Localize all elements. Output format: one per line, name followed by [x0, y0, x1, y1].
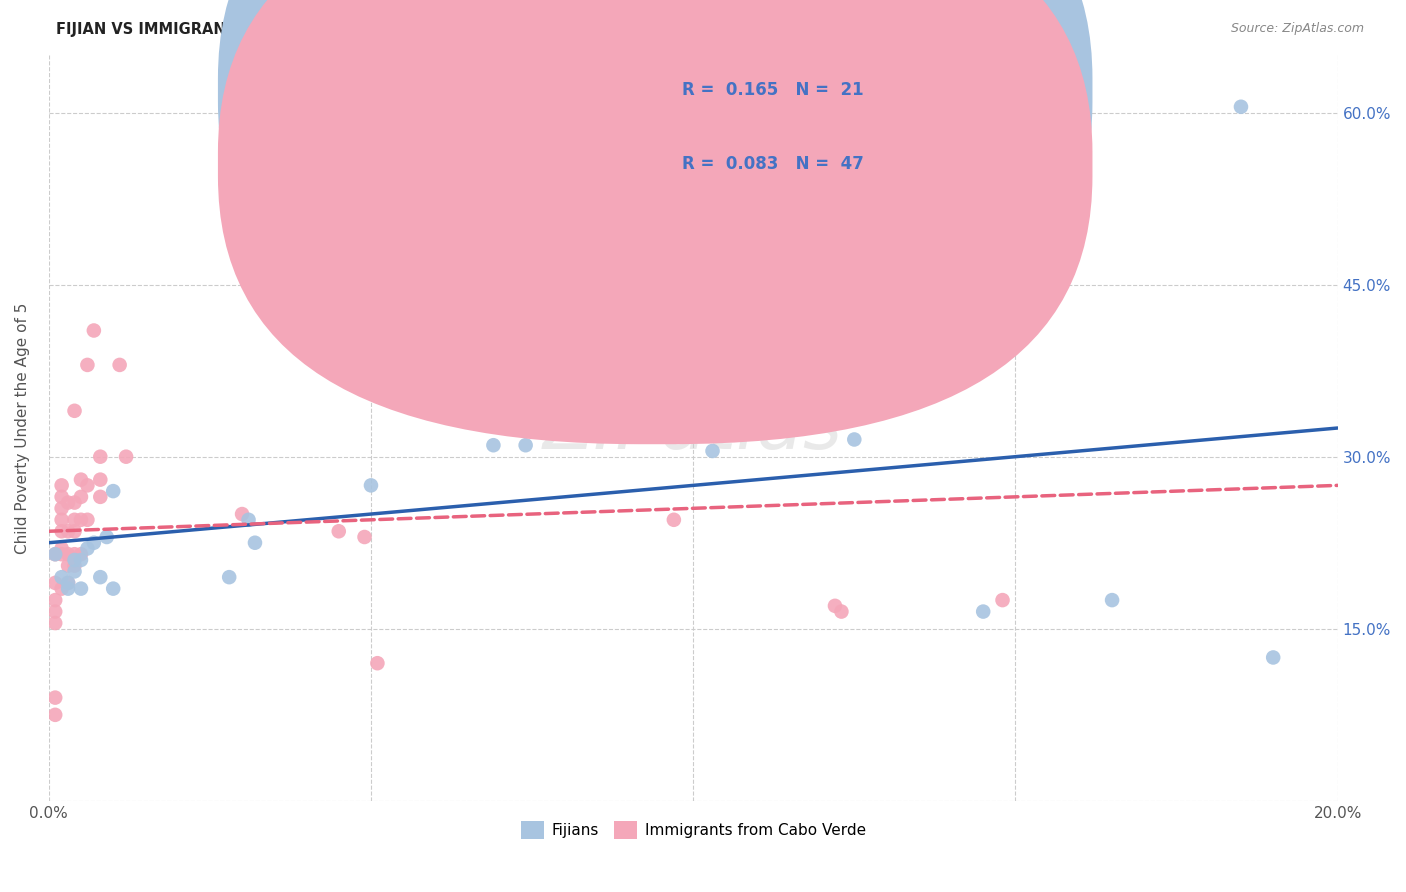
Point [51, 478, 73, 492]
Point [44, 690, 66, 705]
Point [103, 582, 125, 596]
Point [353, 530, 375, 544]
Point [1101, 593, 1123, 607]
Point [243, 535, 266, 549]
Point [991, 593, 1014, 607]
Point [63, 565, 86, 579]
Point [70, 490, 93, 504]
Point [44, 547, 66, 561]
Point [70, 513, 93, 527]
Point [70, 582, 93, 596]
Point [1263, 650, 1285, 665]
Text: R =  0.165   N =  21: R = 0.165 N = 21 [682, 81, 863, 99]
Point [824, 599, 846, 613]
Point [56, 524, 79, 539]
Y-axis label: Child Poverty Under the Age of 5: Child Poverty Under the Age of 5 [15, 302, 30, 554]
Point [89, 450, 111, 464]
Point [103, 484, 125, 499]
Point [96, 530, 118, 544]
Point [56, 575, 79, 590]
Point [1230, 100, 1253, 114]
Point [76, 513, 98, 527]
Point [51, 547, 73, 561]
Point [44, 707, 66, 722]
Point [360, 478, 382, 492]
Point [44, 605, 66, 619]
Point [115, 450, 138, 464]
Point [51, 570, 73, 584]
Point [63, 513, 86, 527]
Point [44, 615, 66, 630]
Point [702, 444, 724, 458]
Text: FIJIAN VS IMMIGRANTS FROM CABO VERDE CHILD POVERTY UNDER THE AGE OF 5 CORRELATIO: FIJIAN VS IMMIGRANTS FROM CABO VERDE CHI… [56, 22, 910, 37]
Point [482, 438, 505, 452]
Point [56, 495, 79, 509]
Point [44, 593, 66, 607]
Point [972, 605, 994, 619]
Legend: Fijians, Immigrants from Cabo Verde: Fijians, Immigrants from Cabo Verde [515, 814, 872, 846]
Point [70, 553, 93, 567]
Point [70, 547, 93, 561]
Point [76, 541, 98, 556]
Point [844, 433, 866, 447]
Point [51, 541, 73, 556]
Point [76, 478, 98, 492]
Point [63, 524, 86, 539]
Point [83, 324, 105, 338]
Point [231, 507, 253, 521]
Point [51, 501, 73, 516]
Point [108, 358, 131, 372]
Point [56, 582, 79, 596]
Point [238, 513, 260, 527]
Text: R =  0.083   N =  47: R = 0.083 N = 47 [682, 155, 863, 173]
Point [63, 404, 86, 418]
Point [328, 524, 350, 539]
Point [76, 358, 98, 372]
Point [89, 570, 111, 584]
Point [89, 490, 111, 504]
Point [51, 490, 73, 504]
Point [63, 495, 86, 509]
Point [63, 553, 86, 567]
Point [657, 364, 679, 378]
Point [44, 575, 66, 590]
Text: ZIPatlas: ZIPatlas [543, 392, 844, 464]
Point [83, 535, 105, 549]
Point [51, 582, 73, 596]
Point [830, 605, 852, 619]
Point [51, 524, 73, 539]
Point [515, 438, 537, 452]
Point [218, 570, 240, 584]
Point [70, 473, 93, 487]
Point [56, 547, 79, 561]
Point [56, 558, 79, 573]
Point [51, 513, 73, 527]
Text: Source: ZipAtlas.com: Source: ZipAtlas.com [1230, 22, 1364, 36]
Point [366, 657, 388, 671]
Point [63, 558, 86, 573]
Point [89, 473, 111, 487]
Point [662, 513, 685, 527]
Point [63, 547, 86, 561]
Point [56, 575, 79, 590]
Point [44, 547, 66, 561]
